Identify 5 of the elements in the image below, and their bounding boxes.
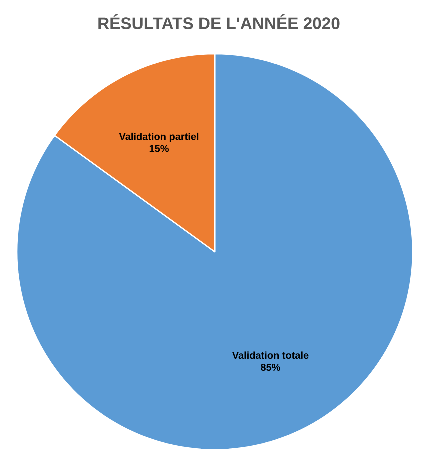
chart-title: RÉSULTATS DE L'ANNÉE 2020 <box>98 14 340 30</box>
data-label: 15% <box>150 145 169 152</box>
slice-label: Validation totale <box>232 352 309 360</box>
data-label: 85% <box>261 364 280 372</box>
slice-label: Validation partiel <box>119 132 199 142</box>
